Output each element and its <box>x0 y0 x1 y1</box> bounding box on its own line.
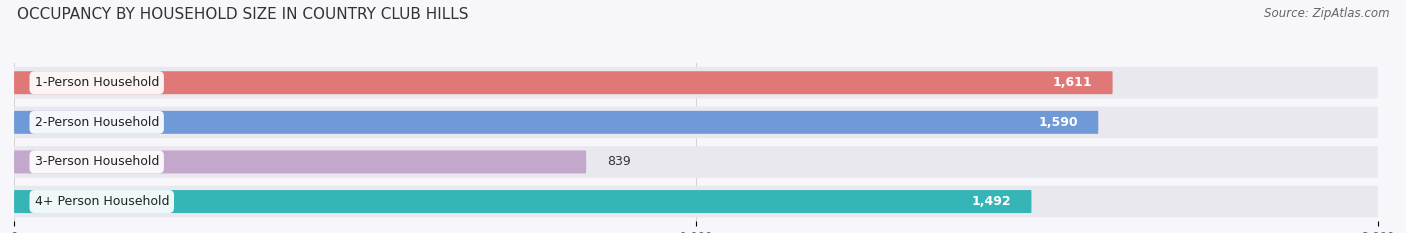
Text: 1,492: 1,492 <box>972 195 1011 208</box>
Text: 4+ Person Household: 4+ Person Household <box>35 195 169 208</box>
FancyBboxPatch shape <box>14 190 1032 213</box>
Text: 1,590: 1,590 <box>1038 116 1078 129</box>
FancyBboxPatch shape <box>14 71 1112 94</box>
Text: 839: 839 <box>606 155 630 168</box>
Text: Source: ZipAtlas.com: Source: ZipAtlas.com <box>1264 7 1389 20</box>
FancyBboxPatch shape <box>14 111 1098 134</box>
Text: 2-Person Household: 2-Person Household <box>35 116 159 129</box>
Text: 1-Person Household: 1-Person Household <box>35 76 159 89</box>
Text: 1,611: 1,611 <box>1053 76 1092 89</box>
FancyBboxPatch shape <box>14 67 1378 99</box>
FancyBboxPatch shape <box>14 151 586 173</box>
FancyBboxPatch shape <box>14 106 1378 138</box>
Text: 3-Person Household: 3-Person Household <box>35 155 159 168</box>
FancyBboxPatch shape <box>14 186 1378 217</box>
Text: OCCUPANCY BY HOUSEHOLD SIZE IN COUNTRY CLUB HILLS: OCCUPANCY BY HOUSEHOLD SIZE IN COUNTRY C… <box>17 7 468 22</box>
FancyBboxPatch shape <box>14 146 1378 178</box>
